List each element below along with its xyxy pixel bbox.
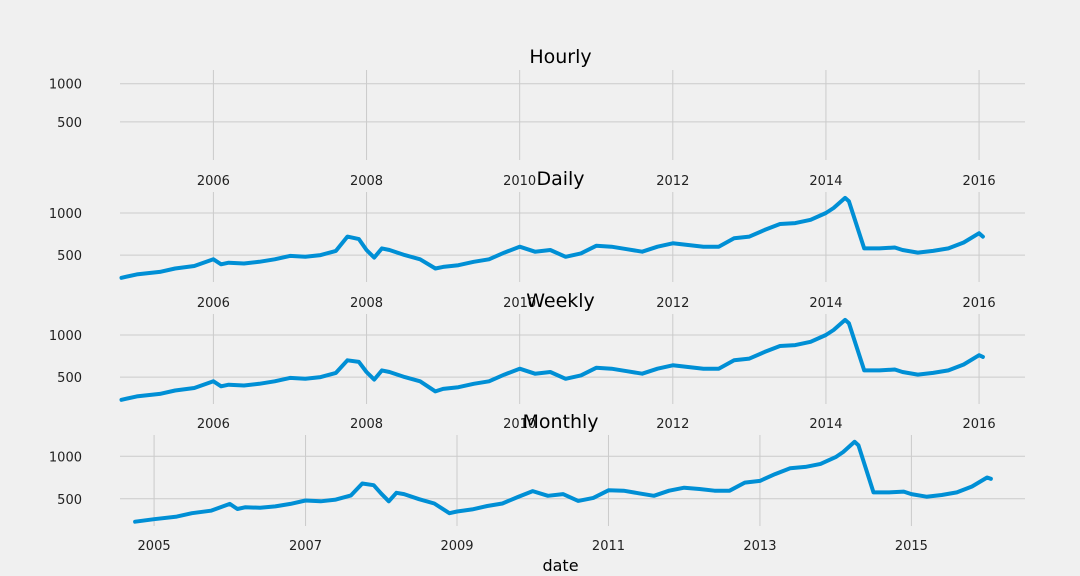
x-tick-label: 2008 xyxy=(350,296,383,311)
series-line xyxy=(119,317,985,402)
x-axis-label: date xyxy=(542,556,578,575)
x-tick-label: 2015 xyxy=(895,539,928,554)
x-tick-label: 2016 xyxy=(963,296,996,311)
series-line xyxy=(119,195,985,280)
series-line xyxy=(133,439,993,524)
y-tick-label: 1000 xyxy=(49,207,82,222)
y-tick-label: 1000 xyxy=(49,78,82,93)
chart-title: Daily xyxy=(536,168,584,190)
panel-weekly: 2006 2008 2010 2012 2014 2016 500 1000 Weekly xyxy=(49,290,1025,432)
y-tick-label: 500 xyxy=(57,493,82,508)
panel-daily: 2006 2008 2010 2012 2014 2016 500 1000 Daily xyxy=(49,168,1025,311)
y-tick-label: 1000 xyxy=(49,450,82,465)
x-tick-label: 2014 xyxy=(809,417,842,432)
y-tick-label: 1000 xyxy=(49,329,82,344)
x-tick-label: 2016 xyxy=(963,174,996,189)
x-tick-label: 2006 xyxy=(197,296,230,311)
x-tick-label: 2006 xyxy=(197,174,230,189)
panel-monthly: 2005 2007 2009 2011 2013 2015 500 1000 Monthly da… xyxy=(49,411,1025,575)
panel-hourly: 2006 2008 2010 2012 2014 2016 500 1000 Hourly xyxy=(49,46,1025,189)
x-tick-label: 2010 xyxy=(503,174,536,189)
x-tick-label: 2010 xyxy=(503,417,536,432)
x-tick-label: 2005 xyxy=(138,539,171,554)
x-tick-label: 2012 xyxy=(656,296,689,311)
x-tick-label: 2016 xyxy=(963,417,996,432)
x-tick-label: 2014 xyxy=(809,174,842,189)
x-tick-label: 2010 xyxy=(503,296,536,311)
x-tick-label: 2013 xyxy=(743,539,776,554)
x-tick-label: 2012 xyxy=(656,417,689,432)
chart-title: Weekly xyxy=(526,290,595,312)
x-tick-label: 2011 xyxy=(592,539,625,554)
x-tick-label: 2007 xyxy=(289,539,322,554)
x-tick-label: 2006 xyxy=(197,417,230,432)
y-tick-label: 500 xyxy=(57,249,82,264)
x-tick-label: 2008 xyxy=(350,417,383,432)
y-tick-label: 500 xyxy=(57,371,82,386)
chart-title: Hourly xyxy=(529,46,591,68)
x-tick-label: 2014 xyxy=(809,296,842,311)
y-tick-label: 500 xyxy=(57,116,82,131)
chart-title: Monthly xyxy=(522,411,598,433)
x-tick-label: 2008 xyxy=(350,174,383,189)
x-tick-label: 2009 xyxy=(440,539,473,554)
x-tick-label: 2012 xyxy=(656,174,689,189)
